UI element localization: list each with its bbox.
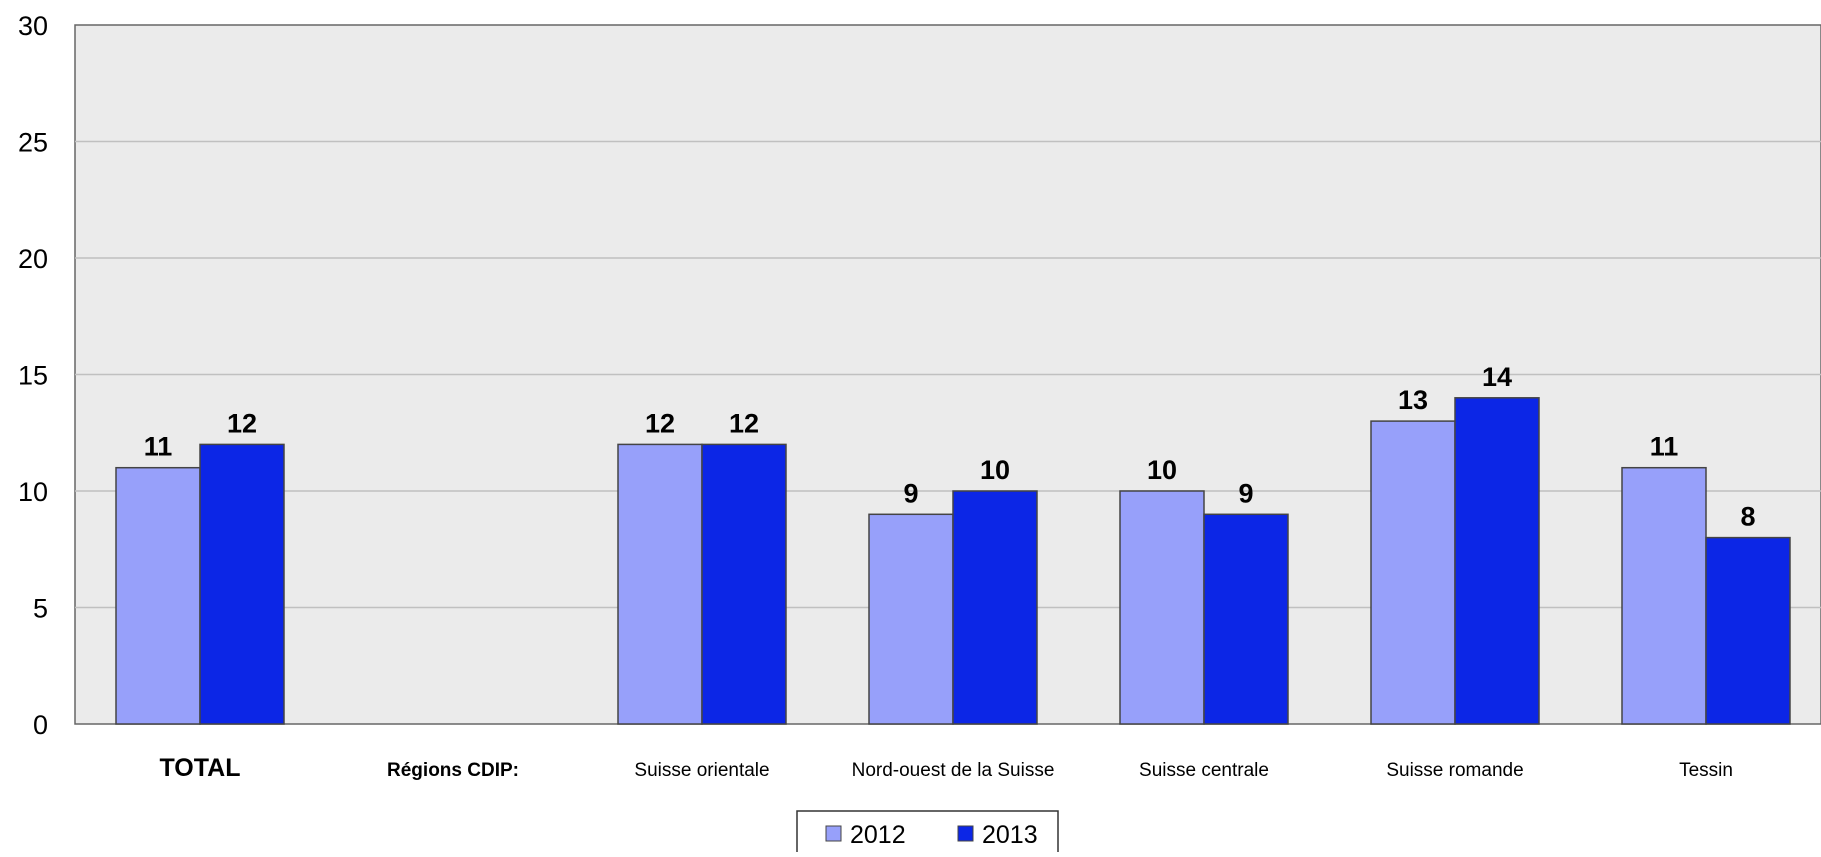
bars — [115, 397, 1791, 725]
bar-2012 — [115, 466, 201, 725]
legend-label: 2012 — [850, 821, 906, 849]
y-axis: 0 5 10 15 20 25 30 — [18, 11, 48, 740]
category-label: Régions CDIP: — [387, 760, 519, 781]
y-tick-label: 15 — [18, 361, 48, 391]
bar-2013 — [1454, 397, 1540, 725]
category-label: TOTAL — [159, 754, 240, 782]
data-label: 8 — [1740, 502, 1755, 532]
bar-2012 — [617, 443, 703, 725]
y-tick-label: 10 — [18, 477, 48, 507]
y-tick-label: 5 — [33, 594, 48, 624]
data-label: 10 — [980, 455, 1010, 485]
bar-2012 — [868, 513, 954, 725]
bar-2013 — [1203, 513, 1289, 725]
y-tick-label: 20 — [18, 244, 48, 274]
category-label: Nord-ouest de la Suisse — [852, 760, 1055, 781]
data-label: 9 — [903, 478, 918, 508]
bar-2013 — [1705, 536, 1791, 725]
y-tick-label: 0 — [33, 710, 48, 740]
data-label: 10 — [1147, 455, 1177, 485]
bar-2013 — [199, 443, 285, 725]
category-label: Suisse centrale — [1139, 760, 1269, 781]
bar-2012 — [1370, 420, 1456, 725]
category-label: Tessin — [1679, 760, 1733, 781]
x-axis: TOTAL Régions CDIP: Suisse orientale Nord-o… — [159, 754, 1732, 782]
bar-2013 — [952, 490, 1038, 725]
data-label: 13 — [1398, 385, 1428, 415]
data-labels: 11 12 12 12 9 10 10 9 13 14 11 8 — [144, 362, 1756, 532]
bar-2012 — [1621, 466, 1707, 725]
legend-swatch-2012 — [825, 825, 842, 842]
legend-swatch-2013 — [957, 825, 974, 842]
legend: 2012 2013 — [796, 810, 1059, 856]
data-label: 12 — [729, 408, 759, 438]
data-label: 9 — [1238, 478, 1253, 508]
bar-2012 — [1119, 490, 1205, 725]
data-label: 12 — [645, 408, 675, 438]
category-label: Suisse romande — [1386, 760, 1523, 781]
category-label: Suisse orientale — [634, 760, 769, 781]
data-label: 11 — [1650, 432, 1679, 462]
data-label: 14 — [1482, 362, 1512, 392]
y-tick-label: 30 — [18, 11, 48, 41]
bar-2013 — [701, 443, 787, 725]
data-label: 12 — [227, 408, 257, 438]
y-tick-label: 25 — [18, 128, 48, 158]
data-label: 11 — [144, 432, 173, 462]
legend-label: 2013 — [982, 821, 1038, 849]
